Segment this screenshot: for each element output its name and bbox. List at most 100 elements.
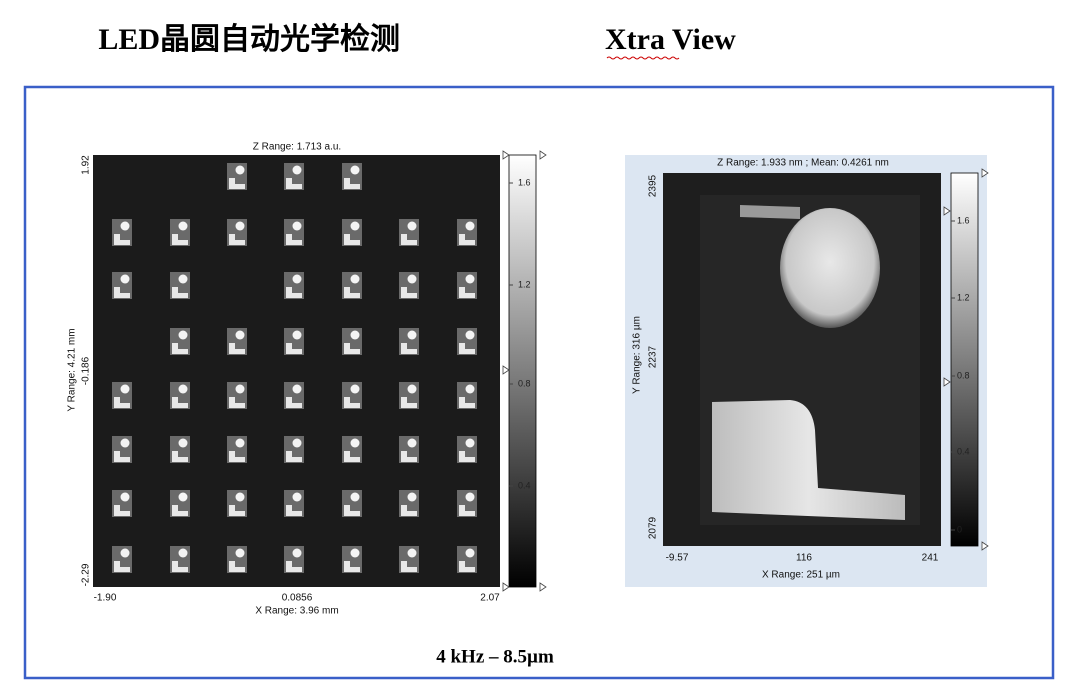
die <box>112 546 132 573</box>
marker <box>943 206 951 216</box>
die <box>284 163 304 190</box>
die-pad <box>465 330 475 340</box>
die-pad <box>172 397 188 408</box>
y-range: Y Range: 316 µm <box>632 316 643 394</box>
die-pad <box>344 561 360 572</box>
die <box>227 382 247 409</box>
die-pad <box>292 221 302 231</box>
tick-label: 0.8 <box>518 378 531 388</box>
tick-label: 1.92 <box>81 155 92 175</box>
die <box>284 328 304 355</box>
die <box>227 490 247 517</box>
p-pad <box>780 208 880 328</box>
die-pad <box>407 548 417 558</box>
die-pad <box>172 561 188 572</box>
die-pad <box>172 287 188 298</box>
tick-label: 2.07 <box>480 593 500 604</box>
colorbar <box>950 172 979 547</box>
die-pad <box>344 343 360 354</box>
die <box>227 163 247 190</box>
die-pad <box>229 343 245 354</box>
die-pad <box>178 384 188 394</box>
die <box>399 219 419 246</box>
die-pad <box>407 492 417 502</box>
die <box>284 272 304 299</box>
die-pad <box>459 451 475 462</box>
die-pad <box>178 438 188 448</box>
die <box>227 328 247 355</box>
die-pad <box>120 438 130 448</box>
die-pad <box>229 234 245 245</box>
die <box>170 219 190 246</box>
die-pad <box>235 438 245 448</box>
die-pad <box>350 438 360 448</box>
die-pad <box>229 505 245 516</box>
die <box>342 546 362 573</box>
die-pad <box>229 451 245 462</box>
tick-label: -0.186 <box>81 356 92 385</box>
die-pad <box>465 274 475 284</box>
die-pad <box>114 505 130 516</box>
tick-label: 0.0856 <box>282 593 313 604</box>
die-pad <box>286 451 302 462</box>
die-pad <box>292 330 302 340</box>
spell-underline <box>606 56 680 60</box>
die <box>112 382 132 409</box>
y-range: Y Range: 4.21 mm <box>67 328 78 411</box>
die-pad <box>459 343 475 354</box>
die-pad <box>344 234 360 245</box>
die <box>457 436 477 463</box>
tick-label: 1.6 <box>957 215 970 225</box>
die-pad <box>350 221 360 231</box>
frame <box>23 85 1055 680</box>
die-pad <box>286 397 302 408</box>
die-pad <box>401 561 417 572</box>
die-pad <box>286 343 302 354</box>
caption: 4 kHz – 8.5µm <box>436 646 554 667</box>
die <box>284 490 304 517</box>
tick-label: 0.4 <box>957 446 970 456</box>
die-pad <box>344 397 360 408</box>
marker <box>539 150 547 160</box>
die-pad <box>459 287 475 298</box>
marker <box>502 365 510 375</box>
die <box>342 272 362 299</box>
die-pad <box>172 505 188 516</box>
die-pad <box>172 343 188 354</box>
die <box>342 436 362 463</box>
die-pad <box>401 397 417 408</box>
die-pad <box>459 397 475 408</box>
die-pad <box>401 234 417 245</box>
die <box>112 219 132 246</box>
die-pad <box>120 221 130 231</box>
die-pad <box>292 165 302 175</box>
n-pad <box>712 400 905 520</box>
die <box>170 328 190 355</box>
die <box>342 163 362 190</box>
die-pad <box>178 221 188 231</box>
die-pad <box>286 561 302 572</box>
die-pad <box>286 234 302 245</box>
tick-label: 0.8 <box>957 370 970 380</box>
right-panel: Z Range: 1.933 nm ; Mean: 0.4261 nm Y Ra… <box>625 155 989 587</box>
x-range: X Range: 251 µm <box>762 570 840 581</box>
die-pad <box>229 561 245 572</box>
die-pad <box>350 492 360 502</box>
die <box>170 546 190 573</box>
die <box>227 436 247 463</box>
x-range: X Range: 3.96 mm <box>255 606 338 617</box>
die <box>399 328 419 355</box>
die-pad <box>120 548 130 558</box>
die-pad <box>114 561 130 572</box>
die-pad <box>292 548 302 558</box>
die-pad <box>120 492 130 502</box>
die <box>457 219 477 246</box>
die <box>284 219 304 246</box>
title: LED晶圆自动光学检测 <box>98 22 400 56</box>
die-pad <box>465 221 475 231</box>
tick-label: 116 <box>796 553 812 564</box>
die-pad <box>401 451 417 462</box>
die <box>399 546 419 573</box>
die-pad <box>114 397 130 408</box>
marker <box>539 582 547 592</box>
